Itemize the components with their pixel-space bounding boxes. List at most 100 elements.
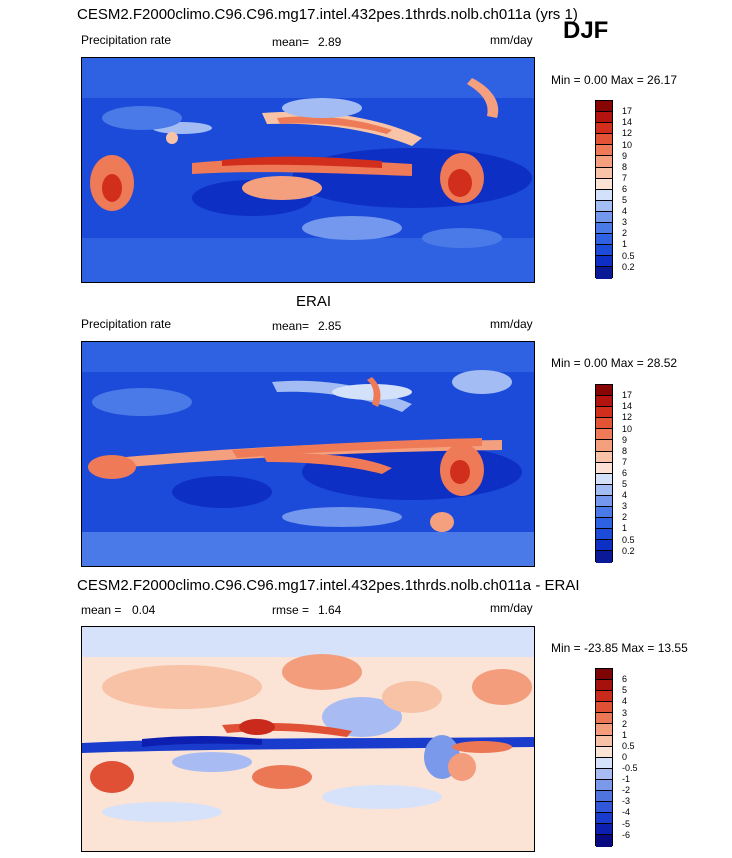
panel1-colorbar [595,100,613,279]
panel3-mean-label: mean = [81,603,122,617]
panel3-colorbar-tick: 3 [622,708,628,718]
panel3-colorbar-tick: 2 [622,719,628,729]
panel3-colorbar-box [596,824,612,836]
panel3-colorbar-box [596,813,612,825]
panel3-colorbar-box [596,779,612,792]
panel1-colorbar-box [596,123,612,135]
panel3-colorbar-tick: -3 [622,796,631,806]
panel2-colorbar-box [596,529,612,541]
panel1-variable-label: Precipitation rate [81,33,172,47]
panel2-title: ERAI [296,293,332,310]
panel1-colorbar-box [596,134,612,146]
panel1-colorbar-box [596,267,612,279]
panel1-colorbar-box [596,167,612,179]
panel1-colorbar-box [596,256,612,268]
panel1-colorbar-tick: 6 [622,184,628,194]
panel3-colorbar-box [596,746,612,758]
panel2-colorbar-box [596,407,612,419]
panel2-colorbar-box [596,385,612,397]
panel2-colorbar-tick: 4 [622,490,628,500]
panel2-colorbar-tick: 14 [622,401,633,411]
panel3-colorbar-tick: 6 [622,674,628,684]
panel1-colorbar-box [596,200,612,212]
panel3-colorbar-tick: 5 [622,685,628,695]
panel3-colorbar-box [596,768,612,780]
panel1-colorbar-box [596,234,612,246]
panel3-colorbar-tick: -5 [622,819,631,829]
panel1-mean-label: mean= [272,35,310,49]
panel1-mean-value: 2.89 [318,35,342,49]
panel1-colorbar-tick: 4 [622,206,628,216]
panel1-colorbar-tick: 8 [622,162,628,172]
panel2-colorbar-box [596,418,612,430]
panel1-colorbar-tick: 10 [622,140,633,150]
panel3-colorbar-box [596,680,612,692]
panel3-colorbar-tick: 4 [622,696,628,706]
panel2-colorbar-box [596,462,612,474]
panel1-colorbar-box [596,112,612,124]
panel1-colorbar-tick: 5 [622,195,628,205]
panel1-colorbar-box [596,245,612,257]
panel2-colorbar-box [596,429,612,441]
panel3-colorbar-tick: -4 [622,807,631,817]
panel2-min-max: Min = 0.00 Max = 28.52 [551,356,678,370]
panel3-colorbar-box [596,713,612,725]
panel2-colorbar-box [596,451,612,463]
panel3-colorbar-box [596,802,612,814]
panel3-colorbar [595,668,613,847]
panel1-title: CESM2.F2000climo.C96.C96.mg17.intel.432p… [77,6,578,23]
panel1-colorbar-box [596,145,612,157]
panel3-colorbar-box [596,835,612,847]
panel3-title: CESM2.F2000climo.C96.C96.mg17.intel.432p… [77,577,580,594]
panel1-colorbar-box [596,156,612,168]
panel2-colorbar-box [596,396,612,408]
panel1-colorbar-box [596,223,612,235]
panel1-colorbar-tick: 1 [622,239,628,249]
panel3-colorbar-tick: 0 [622,752,628,762]
panel3-colorbar-box [596,691,612,703]
panel2-colorbar-tick: 3 [622,501,628,511]
panel3-colorbar-box [596,724,612,736]
panel3-map [81,626,535,852]
panel2-colorbar-tick: 0.2 [622,546,635,556]
panel3-colorbar-box [596,757,612,769]
panel2-map [81,341,535,567]
panel2-colorbar-box [596,484,612,496]
panel2-colorbar-tick: 7 [622,457,628,467]
panel2-colorbar-tick: 0.5 [622,535,635,545]
panel2-colorbar-tick: 5 [622,479,628,489]
panel3-mean-value: 0.04 [132,603,156,617]
panel3-colorbar-box [596,669,612,681]
panel2-colorbar-tick: 2 [622,512,628,522]
panel1-colorbar-tick: 17 [622,106,633,116]
panel1-map [81,57,535,283]
panel2-colorbar-tick: 8 [622,446,628,456]
panel2-units: mm/day [490,317,533,331]
panel2-colorbar-box [596,507,612,519]
panel2-mean-value: 2.85 [318,319,342,333]
panel2-colorbar-box [596,440,612,452]
panel1-colorbar-tick: 2 [622,228,628,238]
panel1-colorbar-tick: 12 [622,128,633,138]
panel2-colorbar-box [596,551,612,563]
panel2-mean-label: mean= [272,319,310,333]
panel3-map-field [82,627,534,851]
panel2-colorbar-box [596,540,612,552]
panel2-colorbar-box [596,473,612,485]
panel1-colorbar-box [596,178,612,190]
panel1-colorbar-tick: 9 [622,151,628,161]
panel1-colorbar-tick: 0.2 [622,262,635,272]
panel3-colorbar-tick: 0.5 [622,741,635,751]
panel1-min-max: Min = 0.00 Max = 26.17 [551,73,678,87]
panel3-colorbar-tick: 1 [622,730,628,740]
panel1-map-field [82,58,534,282]
panel2-colorbar-box [596,495,612,508]
panel3-colorbar-tick: -1 [622,774,631,784]
panel2-colorbar-tick: 12 [622,412,633,422]
panel1-colorbar-tick: 3 [622,217,628,227]
panel3-rmse-label: rmse = [272,603,310,617]
panel2-colorbar-tick: 1 [622,523,628,533]
panel1-colorbar-box [596,211,612,224]
season-label: DJF [563,17,609,44]
panel1-colorbar-tick: 7 [622,173,628,183]
